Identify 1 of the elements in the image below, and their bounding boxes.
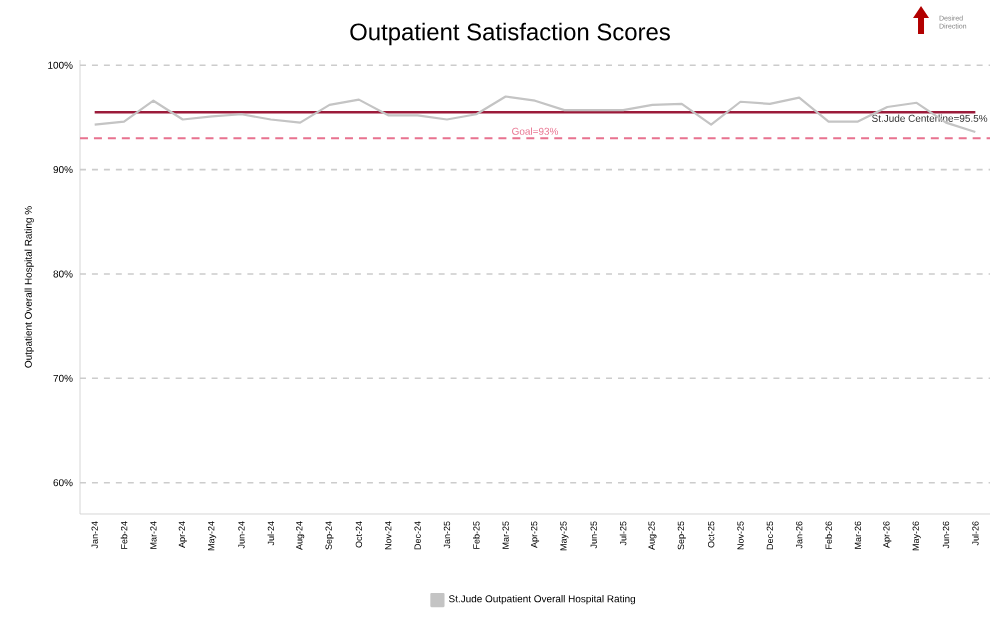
chart-title: Outpatient Satisfaction Scores xyxy=(350,22,670,46)
